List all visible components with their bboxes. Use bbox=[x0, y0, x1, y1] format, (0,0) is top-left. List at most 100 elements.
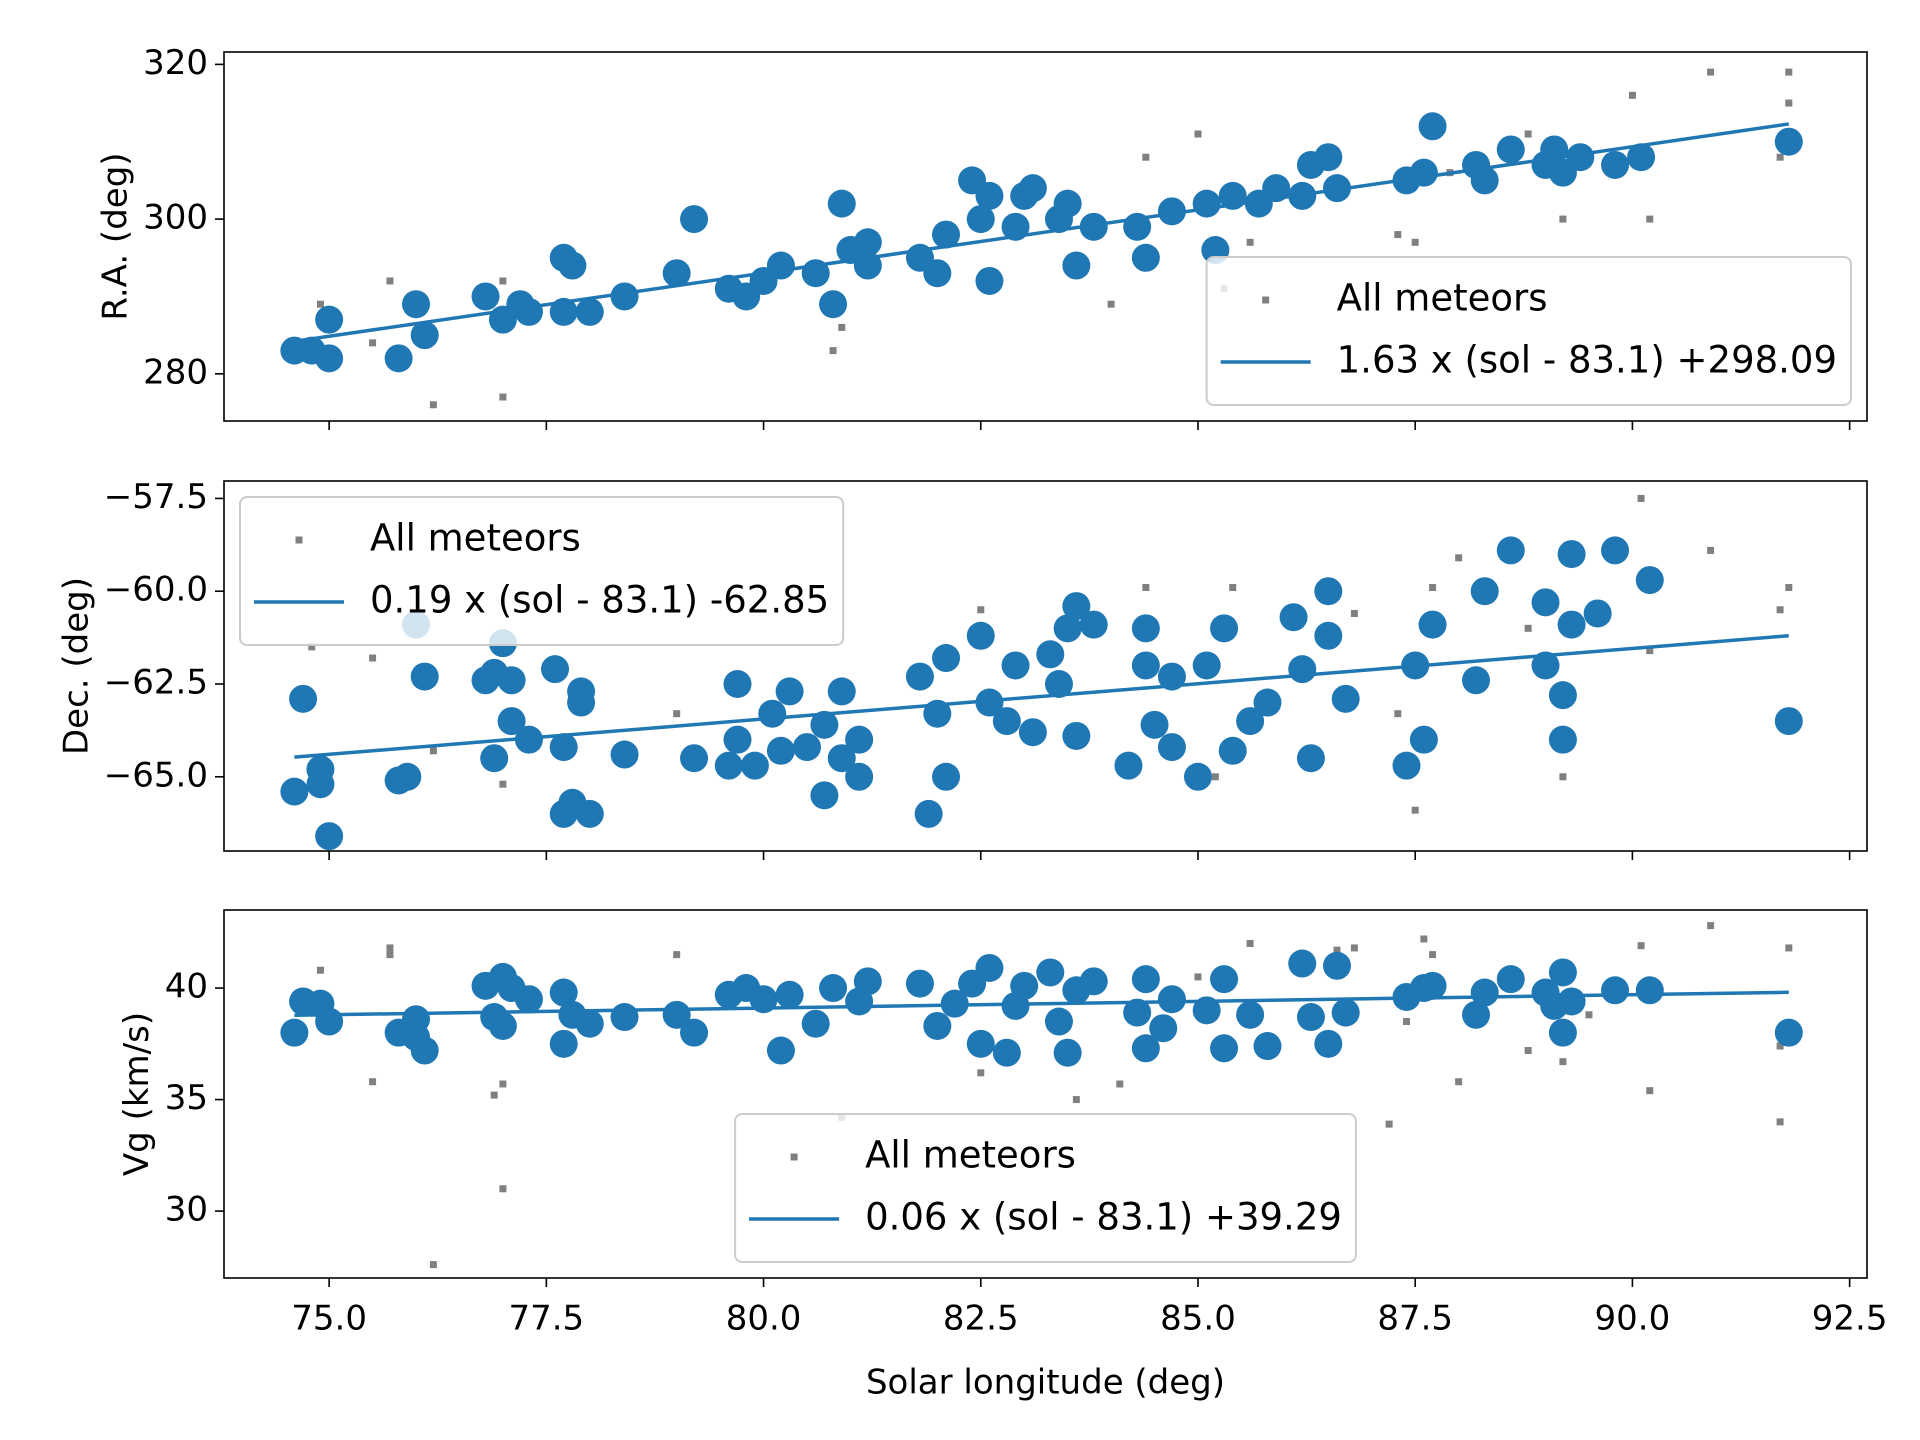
meteor-point bbox=[740, 751, 769, 780]
meteor-point bbox=[827, 744, 856, 773]
meteor-point bbox=[1036, 958, 1065, 987]
meteor-point bbox=[1524, 1047, 1532, 1055]
meteor-point bbox=[1559, 773, 1567, 781]
legend-label: All meteors bbox=[370, 517, 581, 560]
x-axis-label: Solar longitude (deg) bbox=[866, 1363, 1225, 1403]
meteor-point bbox=[1429, 951, 1437, 959]
x-tick-label: 77.5 bbox=[508, 1299, 584, 1339]
axes-frame bbox=[223, 909, 1868, 1279]
meteor-point bbox=[680, 744, 709, 773]
meteor-point bbox=[1394, 710, 1402, 718]
meteor-point bbox=[853, 228, 882, 257]
meteor-point bbox=[1331, 684, 1360, 713]
meteor-point bbox=[1418, 112, 1447, 141]
meteor-point bbox=[1018, 718, 1047, 747]
meteor-point bbox=[575, 297, 604, 326]
meteor-point bbox=[1785, 99, 1793, 107]
meteor-point bbox=[499, 780, 507, 788]
legend-box bbox=[1205, 256, 1852, 406]
meteor-point bbox=[499, 393, 507, 401]
meteor-point bbox=[1131, 965, 1160, 994]
meteor-point bbox=[1462, 666, 1491, 695]
meteor-point bbox=[429, 747, 437, 755]
meteor-point bbox=[1601, 536, 1630, 565]
meteor-point bbox=[1114, 751, 1143, 780]
meteor-point bbox=[1350, 609, 1358, 617]
meteor-point bbox=[1211, 773, 1219, 781]
meteor-point bbox=[1646, 215, 1654, 223]
meteor-point bbox=[1627, 143, 1656, 172]
meteor-point bbox=[1785, 68, 1793, 76]
meteor-point bbox=[1062, 251, 1091, 280]
meteor-point bbox=[680, 1018, 709, 1047]
meteor-point bbox=[1218, 736, 1247, 765]
meteor-point bbox=[829, 347, 837, 355]
meteor-point bbox=[1323, 951, 1351, 980]
meteor-point bbox=[610, 282, 639, 311]
meteor-point bbox=[819, 974, 848, 1003]
legend: All meteors 0.19 x (sol - 83.1) -62.85 bbox=[239, 496, 845, 646]
legend-label: All meteors bbox=[1337, 277, 1548, 320]
meteor-point bbox=[1628, 91, 1636, 99]
meteor-point bbox=[549, 1029, 578, 1058]
meteor-point bbox=[1585, 1011, 1593, 1019]
meteor-point bbox=[1455, 1078, 1463, 1086]
meteor-point bbox=[966, 1029, 995, 1058]
meteor-point bbox=[775, 677, 804, 706]
meteor-point bbox=[810, 781, 839, 810]
meteor-point bbox=[1116, 1080, 1124, 1088]
y-tick-label: −65.0 bbox=[104, 755, 208, 795]
meteor-point bbox=[1548, 681, 1577, 710]
meteor-point bbox=[1331, 998, 1360, 1027]
meteor-point bbox=[1776, 153, 1784, 161]
meteor-point bbox=[1072, 1096, 1080, 1104]
meteor-point bbox=[1157, 733, 1186, 762]
meteor-point bbox=[1253, 688, 1282, 717]
meteor-point bbox=[610, 1003, 639, 1032]
meteor-point bbox=[1392, 751, 1421, 780]
meteor-point bbox=[315, 1007, 344, 1036]
meteor-point bbox=[1010, 971, 1039, 1000]
meteor-point bbox=[480, 744, 509, 773]
meteor-point bbox=[1314, 143, 1343, 172]
meteor-point bbox=[1559, 1058, 1567, 1066]
meteor-point bbox=[1557, 987, 1586, 1016]
meteor-point bbox=[1646, 1087, 1654, 1095]
meteor-point bbox=[1314, 1029, 1343, 1058]
meteor-point bbox=[1531, 588, 1560, 617]
legend-swatch bbox=[790, 1153, 798, 1161]
meteor-point bbox=[316, 966, 324, 974]
legend-box bbox=[734, 1113, 1357, 1263]
meteor-point bbox=[429, 401, 437, 409]
meteor-point bbox=[1140, 710, 1169, 739]
x-tick-label: 80.0 bbox=[726, 1299, 802, 1339]
meteor-point bbox=[662, 259, 691, 288]
legend-label: 1.63 x (sol - 83.1) +298.09 bbox=[1337, 339, 1837, 382]
meteor-point bbox=[575, 799, 604, 828]
meteor-point bbox=[1262, 174, 1291, 203]
meteor-point bbox=[1637, 494, 1645, 502]
meteor-point bbox=[1409, 158, 1438, 187]
meteor-point bbox=[1418, 971, 1447, 1000]
meteor-point bbox=[316, 300, 324, 308]
meteor-point bbox=[1131, 243, 1160, 272]
meteor-point bbox=[1194, 130, 1202, 138]
meteor-point bbox=[1314, 577, 1343, 606]
meteor-point bbox=[1044, 1007, 1073, 1036]
meteor-point bbox=[975, 953, 1004, 982]
meteor-point bbox=[766, 1036, 795, 1065]
meteor-point bbox=[680, 205, 709, 234]
y-tick-label: −60.0 bbox=[104, 570, 208, 610]
meteor-point bbox=[1470, 577, 1499, 606]
meteor-point bbox=[369, 339, 377, 347]
meteor-point bbox=[977, 1069, 985, 1077]
meteor-point bbox=[1496, 965, 1525, 994]
meteor-point bbox=[1192, 651, 1221, 680]
meteor-point bbox=[1246, 939, 1254, 947]
meteor-point bbox=[1001, 651, 1030, 680]
meteor-point bbox=[471, 282, 500, 311]
meteor-point bbox=[1776, 1118, 1784, 1126]
meteor-point bbox=[497, 666, 526, 695]
meteor-point bbox=[1707, 546, 1715, 554]
meteor-point bbox=[1079, 212, 1108, 241]
